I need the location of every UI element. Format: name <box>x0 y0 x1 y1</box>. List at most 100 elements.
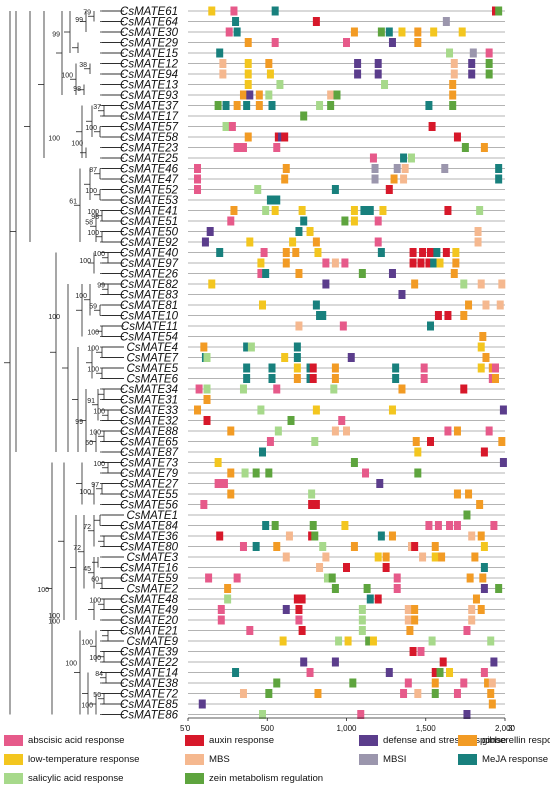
cis-element-meja <box>233 27 241 37</box>
cis-element-aux <box>427 437 435 446</box>
cis-element-aba <box>393 573 401 583</box>
cis-element-mbs <box>498 279 506 289</box>
cis-element-aba <box>239 143 247 152</box>
gene-label: CsMATE57 <box>120 122 179 134</box>
cis-element-meja <box>252 542 260 551</box>
cis-element-aba <box>444 426 452 436</box>
cis-element-aba <box>339 321 347 331</box>
cis-element-aba <box>434 521 442 530</box>
cis-element-gib <box>255 90 263 100</box>
cis-element-aba <box>228 122 236 131</box>
gene-label: CsMATE85 <box>120 699 179 711</box>
cis-element-low <box>430 27 438 37</box>
gene-label: CsMATE26 <box>120 269 179 281</box>
cis-element-meja <box>262 269 270 278</box>
cis-element-gib <box>282 164 290 173</box>
cis-element-mbsi <box>393 164 401 173</box>
cis-element-mbs <box>404 615 412 625</box>
axis-tick-label: 2,000 <box>495 724 516 733</box>
legend-swatch <box>458 753 477 765</box>
cis-element-aba <box>460 678 468 688</box>
cis-element-meja <box>243 374 251 383</box>
cis-element-zein <box>271 521 279 530</box>
gene-label: CsMATE61 <box>120 6 178 18</box>
cis-element-gib <box>411 605 419 614</box>
cis-element-def <box>282 605 290 614</box>
cis-element-zein <box>328 573 336 583</box>
cis-element-low <box>436 258 444 268</box>
cis-element-aux <box>439 657 447 667</box>
bootstrap-value: 100 <box>87 366 99 373</box>
cis-element-meja <box>295 227 303 236</box>
cis-element-aux <box>453 132 461 142</box>
cis-element-zein <box>495 6 503 16</box>
cis-element-gib <box>227 468 235 478</box>
cis-element-low <box>350 206 358 215</box>
cis-element-low <box>257 258 265 268</box>
cis-element-gib <box>414 38 422 47</box>
cis-element-mbs <box>468 605 476 614</box>
cis-element-meja <box>268 374 276 383</box>
cis-element-zein <box>252 468 260 478</box>
cis-element-low <box>244 69 252 79</box>
cis-element-meja <box>293 342 301 352</box>
bootstrap-value: 100 <box>87 230 99 237</box>
cis-element-zein <box>358 269 366 278</box>
cis-element-def <box>201 237 209 247</box>
bootstrap-value: 37 <box>93 104 101 111</box>
cis-element-low <box>350 216 358 226</box>
cis-element-aba <box>393 584 401 593</box>
legend-swatch <box>185 753 204 765</box>
cis-element-sal <box>487 636 495 646</box>
bootstrap-value: 100 <box>93 408 105 415</box>
cis-element-zein <box>414 468 422 478</box>
cis-element-aux <box>293 594 301 604</box>
cis-element-sal <box>276 80 284 89</box>
gene-label: CsMATE17 <box>120 111 179 123</box>
cis-element-aba <box>491 363 499 373</box>
cis-element-aba <box>227 216 235 226</box>
cis-element-mbs <box>285 531 293 541</box>
cis-element-meja <box>243 342 251 352</box>
cis-element-sal <box>241 468 249 478</box>
cis-element-gib <box>406 626 414 635</box>
cis-element-sal <box>407 153 415 163</box>
bootstrap-value: 91 <box>87 398 95 405</box>
legend-swatch <box>458 734 477 746</box>
cis-element-gib <box>411 279 419 289</box>
bootstrap-value: 100 <box>93 461 105 468</box>
cis-element-aba <box>233 143 241 152</box>
bootstrap-value: 98 <box>73 86 81 93</box>
gene-label: CsMATE81 <box>120 300 178 312</box>
cis-element-zein <box>273 678 281 688</box>
cis-element-gib <box>255 101 263 110</box>
cis-element-gib <box>484 678 492 688</box>
cis-element-meja <box>495 174 503 184</box>
cis-element-mbs <box>327 90 335 100</box>
cis-element-aux <box>444 311 452 320</box>
gene-label: CsMATE64 <box>120 17 178 29</box>
cis-element-gib <box>239 90 247 100</box>
cis-element-mbs <box>468 615 476 625</box>
cis-element-gib <box>224 584 232 593</box>
cis-element-gib <box>350 542 358 551</box>
cis-element-meja <box>300 216 308 226</box>
cis-element-low <box>446 668 454 677</box>
cis-element-def <box>468 59 476 68</box>
cis-element-gib <box>491 374 499 383</box>
bootstrap-value: 61 <box>69 198 77 205</box>
cis-element-meja <box>392 363 400 373</box>
cis-element-sal <box>239 384 247 394</box>
cis-element-aba <box>400 689 408 698</box>
cis-element-aba <box>420 363 428 373</box>
cis-element-aux <box>295 605 303 614</box>
cis-element-sal <box>274 426 282 436</box>
cis-element-zein <box>350 458 358 467</box>
cis-element-aux <box>312 17 320 26</box>
legend-item-sal: salicylic acid response <box>4 771 185 785</box>
legend-swatch <box>4 772 23 784</box>
cis-element-aba <box>357 710 365 719</box>
cis-element-low <box>480 542 488 551</box>
cis-element-gib <box>460 311 468 320</box>
cis-element-low <box>431 552 439 562</box>
